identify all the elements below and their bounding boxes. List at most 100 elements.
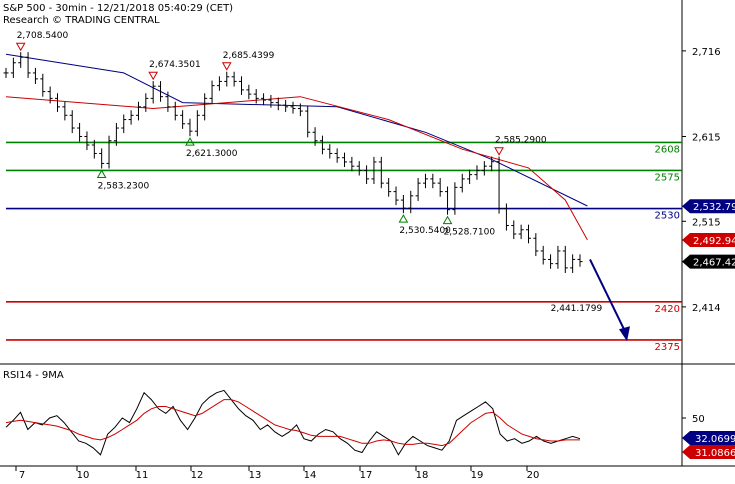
price-bar: [18, 52, 24, 68]
rsi-tag-rsi: 32.0699: [682, 431, 735, 445]
price-bar: [342, 152, 348, 168]
rsi-tag-box: [682, 431, 735, 445]
swing-high-marker: [148, 71, 159, 81]
price-tag-label: 2,492.94: [693, 236, 735, 247]
price-bar: [371, 156, 377, 184]
x-tick-label: 10: [77, 470, 90, 480]
price-tag-box: [682, 254, 735, 269]
swing-high-marker: [221, 62, 232, 71]
price-bar: [150, 81, 156, 104]
y-tick-label: 2,615: [692, 133, 721, 144]
level-label-2530: 2530: [655, 211, 680, 222]
price-bar: [238, 76, 244, 95]
price-bar: [437, 178, 443, 197]
rsi-tag-label: 31.0866: [695, 448, 735, 459]
y-tick-label: 2,716: [692, 47, 721, 58]
rsi-line: [5, 389, 581, 456]
price-bar: [180, 110, 186, 129]
rsi-ma-line: [5, 399, 580, 447]
price-bar: [481, 161, 487, 176]
price-bar: [158, 81, 164, 102]
price-bar: [290, 101, 296, 114]
ma-fast-line: [5, 96, 588, 241]
x-tick-label: 19: [471, 470, 484, 480]
y-tick-label: 2,515: [692, 217, 721, 228]
rsi-tag-box: [682, 445, 735, 459]
price-bar: [334, 148, 340, 163]
price-bar: [400, 195, 406, 214]
price-bar: [253, 89, 259, 104]
price-bar: [312, 127, 318, 146]
x-tick-label: 11: [136, 470, 149, 480]
swing-low-label: 2,621.3000: [186, 149, 238, 159]
price-bar: [47, 86, 53, 104]
rsi-y-tick-label: 50: [692, 414, 705, 425]
price-bar: [555, 245, 561, 269]
x-tick-label: 20: [527, 470, 540, 480]
price-bar: [187, 118, 193, 137]
price-bar: [533, 233, 539, 257]
price-bar: [106, 135, 112, 169]
levels-layer: 2608 2575 2530 2420 2375: [6, 141, 682, 353]
price-bar: [172, 101, 178, 121]
price-bar: [84, 131, 90, 151]
chart-source: Research © TRADING CENTRAL: [3, 15, 160, 26]
swing-low-marker: [96, 169, 107, 178]
price-bar: [474, 165, 480, 180]
price-bar: [548, 254, 554, 269]
price-bar: [570, 254, 576, 273]
level-label-2608: 2608: [655, 144, 680, 155]
price-bar: [194, 110, 200, 137]
price-bar: [577, 254, 583, 267]
swing-low-marker: [442, 215, 453, 225]
price-bar: [10, 57, 16, 79]
level-label-2420: 2420: [655, 304, 680, 315]
price-bar: [430, 173, 436, 189]
price-tag-label: 2,467.42: [693, 258, 735, 269]
rsi-label: RSI14 - 9MA: [3, 370, 64, 381]
price-bar: [408, 190, 414, 214]
price-bar: [540, 245, 546, 265]
price-bar: [261, 93, 267, 106]
price-bar: [503, 203, 509, 231]
price-bar: [525, 224, 531, 244]
price-bar: [467, 169, 473, 184]
price-bar: [113, 122, 119, 146]
price-bar: [415, 178, 421, 201]
rsi-tag-rsi_ma: 31.0866: [682, 445, 735, 459]
price-tag-box: [682, 199, 735, 214]
price-bar: [128, 110, 134, 125]
price-bar: [378, 156, 384, 189]
x-tick-label: 14: [304, 470, 317, 480]
price-bar: [99, 148, 105, 169]
price-bar: [69, 110, 75, 134]
moving-averages: [5, 53, 588, 241]
ma-slow-line: [5, 53, 588, 207]
price-bar: [77, 122, 83, 142]
price-bar: [224, 71, 230, 87]
x-tick-label: 17: [360, 470, 373, 480]
price-bar: [319, 135, 325, 155]
price-bar: [518, 224, 524, 240]
price-bar: [135, 101, 141, 121]
price-bar: [202, 93, 208, 121]
swing-high-marker: [15, 42, 26, 52]
price-bar: [305, 105, 311, 138]
axes: 2,716 2,615 2,515 2,414 2,532.79 2,492.94 2,46…: [15, 47, 735, 481]
price-bar: [55, 93, 61, 112]
swing-high-marker: [494, 147, 504, 156]
x-tick-label: 7: [19, 470, 25, 480]
swing-low-label: 2,583.2300: [98, 181, 150, 191]
x-tick-label: 13: [249, 470, 262, 480]
annotations: 2,708.5400 2,674.3501 2,685.4399 2,585.2900…: [15, 31, 630, 342]
price-bar: [386, 178, 392, 197]
price-tag-ma_fast: 2,492.94: [682, 232, 735, 247]
price-bar: [275, 97, 281, 111]
price-bar: [91, 139, 97, 159]
price-bar: [364, 165, 370, 184]
swing-high-label: 2,708.5400: [17, 31, 69, 41]
price-bar: [165, 91, 171, 112]
swing-low-marker: [398, 214, 409, 223]
swing-high-label: 2,674.3501: [149, 60, 201, 70]
level-label-2375: 2375: [655, 342, 680, 353]
